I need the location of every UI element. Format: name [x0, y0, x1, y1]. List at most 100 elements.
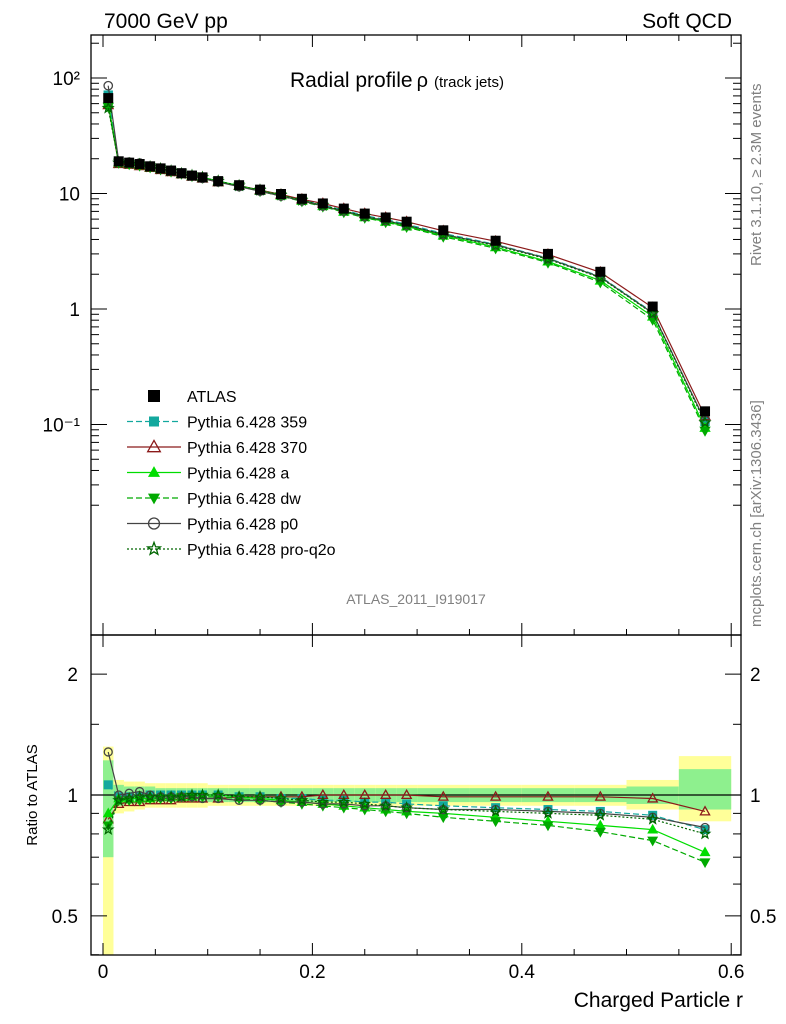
ratio-point: [297, 797, 307, 807]
ratio-uncertainty-bands: [91, 746, 741, 955]
ratio-point: [274, 791, 288, 804]
ratio-point: [103, 747, 113, 757]
atlas-data-point: [213, 176, 224, 187]
series-point: [698, 415, 712, 429]
atlas-data-point: [197, 172, 208, 183]
atlas-data-point: [186, 170, 197, 181]
ratio-tick-label-right: 2: [750, 665, 761, 686]
ratio-point: [143, 790, 157, 803]
rivet-label: Rivet 3.1.10, ≥ 2.3M events: [748, 84, 765, 267]
series-line: [107, 106, 706, 431]
atlas-data-point: [155, 163, 166, 174]
ratio-point: [699, 805, 711, 816]
ratio-point: [437, 790, 449, 801]
ratio-point: [489, 790, 502, 801]
ratio-point: [134, 786, 145, 797]
atlas-data-point: [542, 248, 553, 259]
ratio-point: [400, 801, 413, 813]
legend-label: Pythia 6.428 p0: [187, 517, 298, 534]
series-point: [646, 306, 660, 320]
atlas-data-point: [255, 184, 266, 195]
chart-title-symbol: ρ: [417, 70, 428, 92]
ratio-point: [699, 846, 711, 857]
ratio-point: [594, 827, 606, 838]
main-series-group: [101, 80, 712, 437]
atlas-data-point: [338, 203, 349, 214]
ratio-series-line: [107, 796, 706, 863]
legend-marker: [147, 493, 161, 505]
atlas-data-point: [438, 225, 449, 236]
ratio-point: [360, 801, 370, 811]
legend-label: Pythia 6.428 370: [187, 440, 307, 457]
chart-title: Radial profile ρ (track jets): [290, 69, 504, 92]
ratio-point: [253, 790, 267, 803]
ratio-point: [594, 790, 607, 801]
series-point: [101, 101, 115, 114]
legend-marker: [149, 416, 159, 427]
atlas-data-point: [124, 157, 135, 168]
atlas-data-point: [700, 406, 711, 417]
legend: ATLAS Pythia 6.428 359 Pythia 6.428 370 Pyt…: [127, 389, 336, 559]
atlas-data-point: [275, 189, 286, 200]
band-inner: [678, 769, 732, 810]
y-tick-label: 10²: [53, 69, 80, 90]
atlas-data-point: [176, 168, 187, 179]
ratio-tick-label-left: 0.5: [52, 907, 78, 928]
analysis-watermark: ATLAS_2011_I919017: [346, 591, 486, 607]
mcplots-label: mcplots.cern.ch [arXiv:1306.3436]: [748, 400, 765, 627]
ratio-point: [103, 780, 113, 790]
ratio-point: [232, 790, 246, 803]
legend-atlas-marker: [148, 390, 160, 402]
chart-title-text: Radial profile: [290, 69, 413, 92]
ratio-point: [154, 790, 167, 803]
atlas-data-point: [595, 266, 606, 277]
ratio-point: [646, 792, 659, 803]
ratio-point: [699, 858, 711, 869]
ratio-point: [112, 793, 126, 806]
legend-marker: [147, 517, 161, 530]
ratio-point: [700, 822, 710, 833]
ratio-point: [114, 790, 124, 800]
legend-label: Pythia 6.428 359: [187, 415, 307, 432]
x-tick-label: 0.4: [509, 962, 536, 983]
atlas-data-point: [234, 180, 245, 191]
atlas-data-point: [317, 198, 328, 209]
legend-label: Pythia 6.428 dw: [187, 491, 301, 508]
ratio-point: [101, 822, 115, 836]
ratio-point: [185, 788, 199, 801]
series-line: [107, 103, 706, 429]
ratio-point: [318, 799, 328, 809]
atlas-data-point: [380, 212, 391, 223]
ratio-point: [196, 788, 209, 801]
ratio-point: [187, 792, 197, 802]
ratio-point: [164, 790, 178, 803]
legend-atlas-label: ATLAS: [187, 389, 237, 406]
atlas-data-point: [134, 159, 145, 170]
ratio-point: [379, 788, 392, 800]
series-line: [107, 95, 706, 422]
atlas-data-point: [359, 208, 370, 219]
chart-title-suffix: (track jets): [434, 74, 504, 91]
ratio-point: [213, 793, 223, 804]
y-tick-label: 1: [69, 300, 80, 321]
ratio-point: [211, 788, 225, 801]
ratio-point: [490, 817, 502, 828]
ratio-point: [400, 788, 413, 800]
series-line: [107, 107, 706, 423]
legend-marker: [147, 466, 161, 477]
ratio-point: [122, 791, 136, 804]
ratio-point: [102, 807, 114, 818]
ratio-point: [647, 836, 659, 847]
atlas-data-point: [145, 161, 156, 172]
ratio-point: [339, 799, 349, 809]
ratio-point: [647, 823, 659, 834]
ratio-point: [489, 804, 502, 817]
series-line: [107, 85, 706, 421]
ratio-tick-label-right: 0.5: [750, 907, 776, 928]
header-right: Soft QCD: [642, 10, 732, 33]
atlas-data-point: [490, 235, 501, 246]
legend-label: Pythia 6.428 pro-q2o: [187, 542, 336, 559]
x-tick-label: 0.2: [299, 962, 325, 983]
ratio-point: [436, 802, 450, 815]
